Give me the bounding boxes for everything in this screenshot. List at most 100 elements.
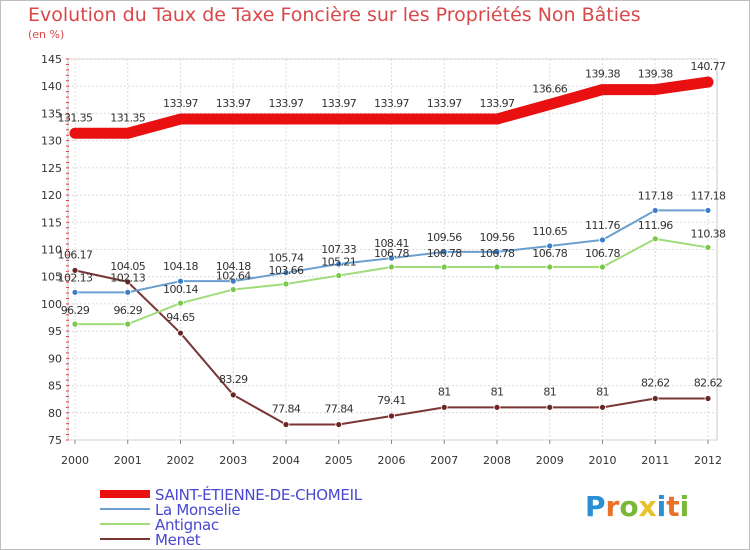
data-label: 133.97 <box>374 97 409 110</box>
x-tick-label: 2009 <box>536 454 564 467</box>
data-label: 96.29 <box>114 304 143 317</box>
data-label: 103.66 <box>269 264 304 277</box>
data-label: 111.96 <box>638 219 673 232</box>
data-label: 117.18 <box>638 189 673 202</box>
data-point <box>599 236 606 244</box>
data-point <box>388 263 395 271</box>
y-tick-label: 95 <box>48 325 62 338</box>
data-label: 110.38 <box>691 227 726 240</box>
data-label: 139.38 <box>585 68 620 81</box>
y-tick-label: 120 <box>41 189 62 202</box>
data-label: 77.84 <box>272 403 301 416</box>
data-label: 133.97 <box>321 97 356 110</box>
y-tick-label: 100 <box>41 298 62 311</box>
logo-letter: x <box>638 490 657 523</box>
data-label: 79.41 <box>377 394 406 407</box>
data-label: 106.78 <box>374 247 409 260</box>
data-label: 106.78 <box>585 247 620 260</box>
data-point <box>440 403 448 411</box>
series-line-SAINT-ÉTIENNE-DE-CHOMEIL <box>69 76 714 139</box>
data-point <box>335 421 343 428</box>
data-point <box>177 277 184 285</box>
data-label: 81 <box>543 385 556 398</box>
data-point <box>704 207 712 214</box>
data-label: 81 <box>596 385 609 398</box>
data-point <box>124 320 132 328</box>
y-tick-label: 140 <box>41 80 62 93</box>
data-point <box>124 288 132 296</box>
data-label: 104.05 <box>110 260 145 273</box>
data-point <box>440 248 448 256</box>
data-point <box>546 263 554 271</box>
data-label: 94.65 <box>166 311 195 324</box>
data-label: 77.84 <box>325 403 354 416</box>
logo-letter: t <box>666 490 680 523</box>
data-label: 106.17 <box>58 248 93 261</box>
data-point <box>651 395 659 402</box>
data-label: 133.97 <box>269 97 304 110</box>
data-point <box>229 277 237 285</box>
axes: 75 80 85 90 95 100 105 110 115 120 125 130 135 140 145… <box>41 53 722 467</box>
data-label: 117.18 <box>691 189 726 202</box>
data-point <box>599 403 606 411</box>
logo-letter: i <box>656 490 667 523</box>
y-tick-label: 125 <box>41 162 62 175</box>
y-tick-label: 75 <box>48 434 62 447</box>
data-point <box>177 329 184 337</box>
legend-label: SAINT-ÉTIENNE-DE-CHOMEIL <box>155 486 362 504</box>
chart-unit-label: (en %) <box>28 28 65 41</box>
logo-letter: i <box>679 490 690 523</box>
data-label: 104.18 <box>163 260 198 273</box>
y-tick-label: 90 <box>48 352 62 365</box>
data-point <box>177 299 184 307</box>
data-point <box>493 403 501 411</box>
data-label: 140.77 <box>691 60 726 73</box>
data-point <box>546 403 554 411</box>
y-tick-label: 85 <box>48 380 62 393</box>
data-point <box>71 320 79 328</box>
data-label: 133.97 <box>427 97 462 110</box>
x-tick-label: 2002 <box>167 454 195 467</box>
data-label: 133.97 <box>216 97 251 110</box>
series-markers <box>71 207 712 428</box>
data-label: 82.62 <box>694 377 723 390</box>
y-tick-label: 145 <box>41 53 62 66</box>
data-point <box>388 412 395 420</box>
data-label: 105.74 <box>269 252 304 265</box>
data-label: 102.13 <box>110 271 145 284</box>
data-label: 105.21 <box>321 256 356 269</box>
x-tick-label: 2001 <box>114 454 142 467</box>
data-point <box>440 263 448 271</box>
data-label: 83.29 <box>219 373 248 386</box>
data-point <box>388 254 395 262</box>
data-point <box>335 272 343 279</box>
legend-swatch <box>100 508 150 510</box>
data-label: 82.62 <box>641 377 670 390</box>
data-point <box>71 266 79 274</box>
legend-label: Antignac <box>155 516 219 534</box>
data-label: 133.97 <box>480 97 515 110</box>
data-point <box>282 280 290 288</box>
data-label: 136.66 <box>532 82 567 95</box>
x-tick-label: 2010 <box>589 454 617 467</box>
data-label: 96.29 <box>61 304 90 317</box>
y-tick-label: 115 <box>41 216 62 229</box>
data-label: 104.18 <box>216 260 251 273</box>
data-point <box>71 288 79 296</box>
data-label: 106.78 <box>532 247 567 260</box>
data-point <box>282 269 290 277</box>
x-tick-label: 2007 <box>430 454 458 467</box>
x-tick-label: 2005 <box>325 454 353 467</box>
logo-letter: o <box>619 490 639 523</box>
data-label: 106.78 <box>427 247 462 260</box>
data-point <box>282 421 290 428</box>
data-label: 109.56 <box>480 231 515 244</box>
data-point <box>335 260 343 268</box>
data-labels: 131.35 131.35 133.97 133.97 133.97 133.97 133.… <box>58 60 727 416</box>
data-point <box>546 242 554 250</box>
data-label: 108.41 <box>374 237 409 250</box>
data-label: 109.56 <box>427 231 462 244</box>
legend-label: La Monselie <box>155 501 241 519</box>
data-label: 131.35 <box>58 111 93 124</box>
